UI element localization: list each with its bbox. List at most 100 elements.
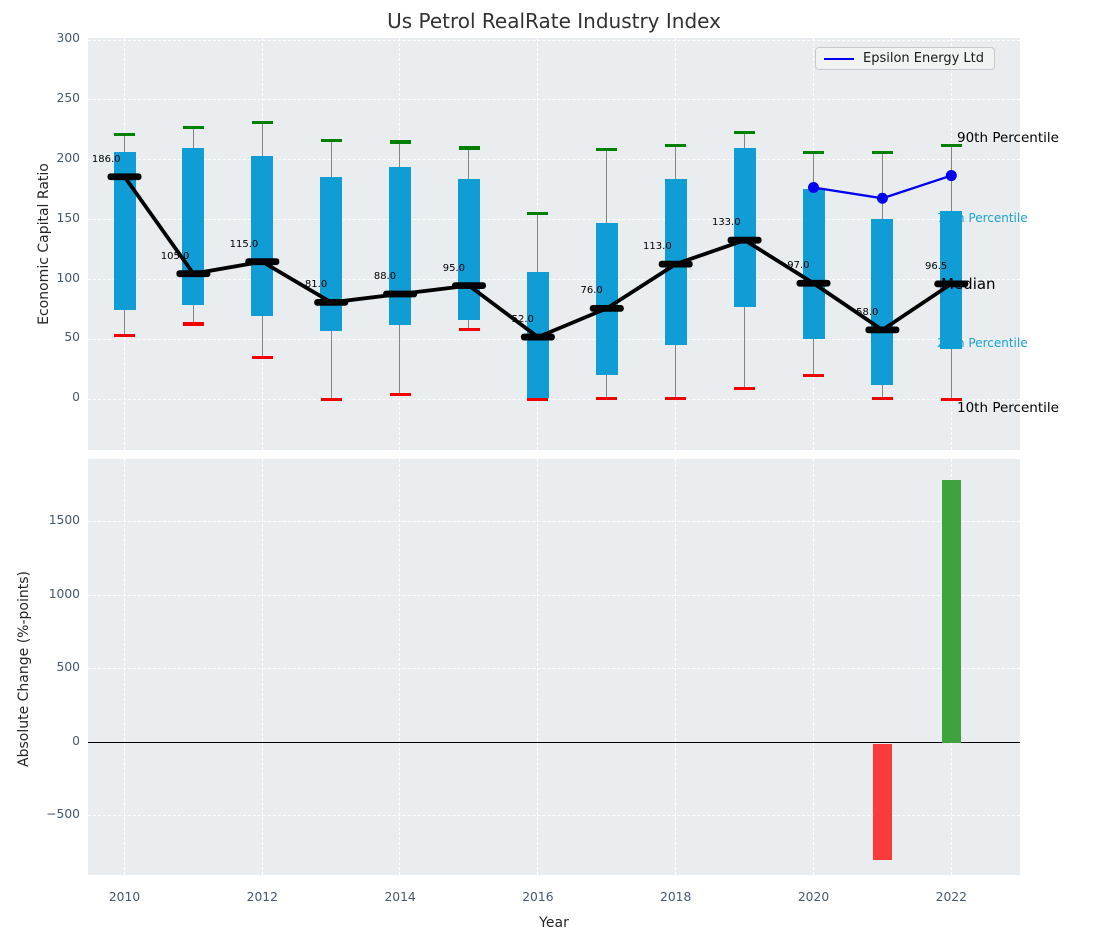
median-marker-2011 — [176, 270, 211, 278]
cap-low-2020 — [803, 373, 824, 377]
median-marker-2017 — [589, 304, 624, 312]
grid-line-h — [88, 99, 1020, 101]
median-value-label-2010: 186.0 — [91, 153, 121, 165]
grid-line-h — [88, 815, 1020, 817]
epsilon-point-2020 — [808, 182, 819, 194]
cap-low-2021 — [871, 396, 893, 400]
median-value-label-2014: 88.0 — [373, 271, 397, 282]
cap-high-2019 — [734, 130, 756, 135]
cap-high-2020 — [803, 151, 824, 155]
grid-line-h — [88, 278, 1020, 280]
cap-low-2017 — [596, 396, 618, 400]
legend-label: Epsilon Energy Ltd — [863, 51, 985, 66]
y-tick-label: 0 — [72, 390, 80, 405]
cap-low-2012 — [251, 355, 273, 359]
top-plot: Epsilon Energy Ltd 0 50 100 150 200 250 300 90t… — [57, 31, 1059, 450]
grid-line-v — [123, 459, 125, 875]
box-2010 — [113, 151, 136, 310]
grid-line-v — [537, 459, 539, 875]
grid-line-h — [88, 219, 1020, 221]
legend-line-sample — [824, 57, 854, 60]
median-marker-2014 — [383, 290, 418, 298]
legend: Epsilon Energy Ltd — [815, 47, 996, 70]
x-tick-label: 2012 — [246, 890, 278, 904]
y-tick-label: 250 — [56, 91, 80, 106]
grid-line-v — [399, 459, 401, 875]
y-tick-label: 1500 — [48, 513, 80, 528]
cap-low-2022 — [940, 397, 962, 401]
median-marker-2013 — [314, 298, 349, 306]
grid-line-v — [261, 459, 263, 875]
median-marker-2020 — [796, 279, 831, 287]
x-tick-label: 2014 — [384, 890, 416, 904]
grid-line-h — [88, 668, 1020, 670]
median-value-label-2011: 105.0 — [160, 250, 190, 262]
median-marker-2021 — [865, 326, 900, 334]
box-2019 — [733, 148, 756, 308]
median-value-label-2017: 76.0 — [580, 285, 603, 297]
chart-title: Us Petrol RealRate Industry Index — [387, 9, 721, 33]
median-value-label-2016: 52.0 — [511, 314, 534, 326]
bottom-plot: 1500 1000 500 0 −500 2010 2012 2014 2016 2018 2020… — [46, 459, 1020, 904]
bottom-plot-background — [88, 459, 1020, 875]
cap-high-2022 — [940, 144, 962, 148]
cap-high-2016 — [527, 212, 549, 216]
median-value-label-2019: 133.0 — [711, 217, 741, 229]
median-marker-2015 — [452, 282, 486, 290]
epsilon-point-2021 — [876, 192, 888, 204]
box-2014 — [389, 167, 412, 326]
epsilon-point-2022 — [945, 170, 957, 182]
x-tick-label: 2022 — [935, 890, 967, 904]
y-tick-label: 150 — [56, 210, 80, 225]
y-tick-label: 0 — [72, 733, 80, 748]
cap-high-2012 — [251, 121, 273, 125]
median-value-label-2022: 96.5 — [925, 260, 948, 272]
cap-high-2014 — [389, 140, 411, 144]
grid-line-h — [88, 39, 1020, 41]
cap-high-2021 — [871, 151, 893, 155]
y-tick-label: 300 — [56, 31, 80, 46]
median-marker-2019 — [727, 236, 762, 244]
zero-line — [88, 741, 1020, 743]
x-axis-label: Year — [539, 915, 569, 931]
cap-high-2018 — [665, 144, 687, 148]
median-marker-2012 — [245, 258, 280, 266]
y-tick-label: 200 — [56, 151, 80, 165]
cap-low-2016 — [527, 397, 549, 401]
cap-high-2017 — [596, 147, 618, 151]
top-y-axis-label: Economic Capital Ratio — [36, 163, 52, 325]
y-tick-label: 100 — [56, 270, 80, 285]
cap-low-2011 — [182, 322, 204, 326]
annotation-90th-percentile: 90th Percentile — [957, 130, 1059, 146]
bar-2021 — [872, 743, 892, 860]
median-value-label-2013: 81.0 — [304, 279, 328, 291]
median-value-label-2020: 97.0 — [787, 260, 810, 272]
y-tick-label: 50 — [64, 330, 80, 345]
box-2021 — [871, 218, 894, 385]
median-line — [122, 175, 953, 340]
cap-low-2015 — [458, 328, 480, 332]
cap-high-2010 — [114, 133, 135, 137]
grid-line-h — [88, 521, 1020, 523]
box-2017 — [595, 223, 618, 376]
grid-line-h — [88, 398, 1020, 400]
x-tick-label: 2016 — [522, 890, 554, 904]
median-value-label-2012: 115.0 — [229, 238, 259, 250]
y-tick-label: 1000 — [48, 586, 80, 601]
bottom-y-axis-label: Absolute Change (%-points) — [16, 571, 32, 767]
grid-line-h — [88, 594, 1020, 596]
y-tick-label: 500 — [56, 660, 80, 675]
cap-low-2018 — [665, 396, 687, 400]
median-marker-2018 — [658, 260, 693, 268]
bar-2022 — [941, 479, 961, 743]
cap-high-2015 — [458, 146, 480, 150]
top-plot-lines — [107, 170, 969, 341]
box-2022 — [940, 211, 963, 350]
median-value-label-2021: 58.0 — [856, 306, 879, 318]
box-2013 — [320, 176, 343, 332]
y-tick-label: −500 — [46, 807, 80, 822]
box-2012 — [251, 156, 274, 316]
median-marker-2010 — [107, 173, 142, 181]
top-plot-background — [88, 38, 1020, 450]
